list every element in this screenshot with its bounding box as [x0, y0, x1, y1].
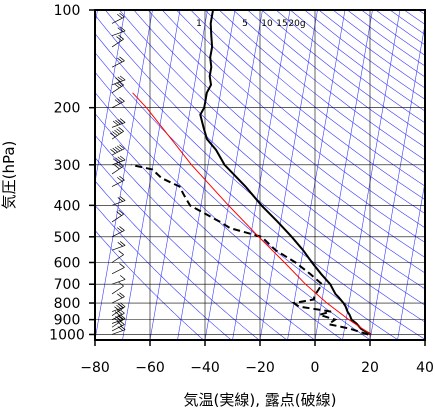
wind-barb-flag: [120, 275, 125, 279]
isotherm-line: [425, 10, 435, 340]
y-tick-label: 500: [54, 230, 81, 246]
wind-barb-staff: [112, 160, 125, 165]
dry-adiabat-line: [148, 10, 435, 340]
wind-barb-staff: [112, 180, 124, 186]
wind-barb-staff: [112, 297, 124, 303]
dry-adiabat-line: [205, 10, 435, 340]
wind-barb-staff: [112, 286, 124, 294]
dry-adiabat-line: [248, 10, 435, 340]
dry-adiabat-line: [77, 10, 435, 340]
dry-adiabat-line: [120, 10, 435, 340]
x-tick-label: 0: [311, 360, 320, 376]
grid-lines: [95, 10, 425, 340]
y-tick-label: 300: [54, 158, 81, 174]
dry-adiabat-line: [105, 10, 435, 340]
x-axis-ticks: −80 −60 −40 −20 0 20 40: [80, 340, 434, 376]
wind-barb-flag: [119, 0, 124, 2]
x-axis-title: 気温(実線), 露点(破線): [184, 391, 337, 409]
isotherm-line: [398, 10, 435, 340]
dry-adiabat-line: [376, 10, 435, 340]
dry-adiabat-line: [162, 10, 435, 340]
dry-adiabat-line: [362, 10, 435, 340]
y-tick-label: 700: [54, 277, 81, 293]
wind-barb-staff: [112, 31, 125, 36]
x-tick-label: −40: [190, 360, 220, 376]
wind-barb-staff: [112, 214, 124, 222]
wind-barb-staff: [112, 39, 124, 47]
x-tick-label: −60: [135, 360, 165, 376]
wind-barb-flag: [117, 0, 122, 4]
x-tick-label: −20: [245, 360, 275, 376]
y-tick-label: 600: [54, 255, 81, 271]
mixing-ratio-label: 5: [242, 19, 248, 29]
isotherm-line: [343, 10, 401, 340]
mixing-ratio-label: 15: [276, 19, 287, 29]
wind-barb-flag: [119, 251, 124, 255]
dry-adiabat-line: [177, 10, 435, 340]
wind-barb-staff: [112, 123, 125, 128]
x-tick-label: −80: [80, 360, 110, 376]
y-tick-label: 400: [54, 198, 81, 214]
x-tick-label: 40: [416, 360, 434, 376]
isotherm-line: [315, 10, 373, 340]
wind-barb-staff: [112, 330, 125, 335]
wind-barb-staff: [112, 245, 125, 250]
x-tick-label: 20: [361, 360, 379, 376]
dry-adiabat-line: [390, 10, 435, 340]
y-tick-label: 200: [54, 101, 81, 117]
dry-adiabat-line: [0, 10, 231, 340]
y-tick-label: 100: [54, 3, 81, 19]
y-tick-label: 1000: [49, 327, 85, 343]
isotherm-line: [233, 10, 291, 340]
wind-barb-flag: [119, 263, 124, 267]
parcel-line: [133, 93, 371, 335]
dry-adiabat-line: [0, 10, 287, 340]
y-axis-title: 気圧(hPa): [0, 141, 18, 210]
dry-adiabat-line: [0, 10, 204, 340]
isotherm-line: [95, 10, 153, 340]
dry-adiabat-line: [276, 10, 435, 340]
dry-adiabat-line: [419, 10, 435, 340]
y-tick-label: 800: [54, 296, 81, 312]
wind-barb-staff: [112, 279, 125, 284]
mixing-ratio-label: 1: [196, 19, 202, 29]
wind-barb-staff: [112, 2, 124, 10]
mixing-ratio-label: 10: [261, 19, 273, 29]
mixing-ratio-label: 20g: [288, 19, 305, 29]
isotherm-line: [370, 10, 428, 340]
wind-barb-staff: [112, 267, 124, 273]
dry-adiabat-line: [91, 10, 435, 340]
dry-adiabat-line: [34, 10, 370, 340]
y-tick-label: 900: [54, 313, 81, 329]
